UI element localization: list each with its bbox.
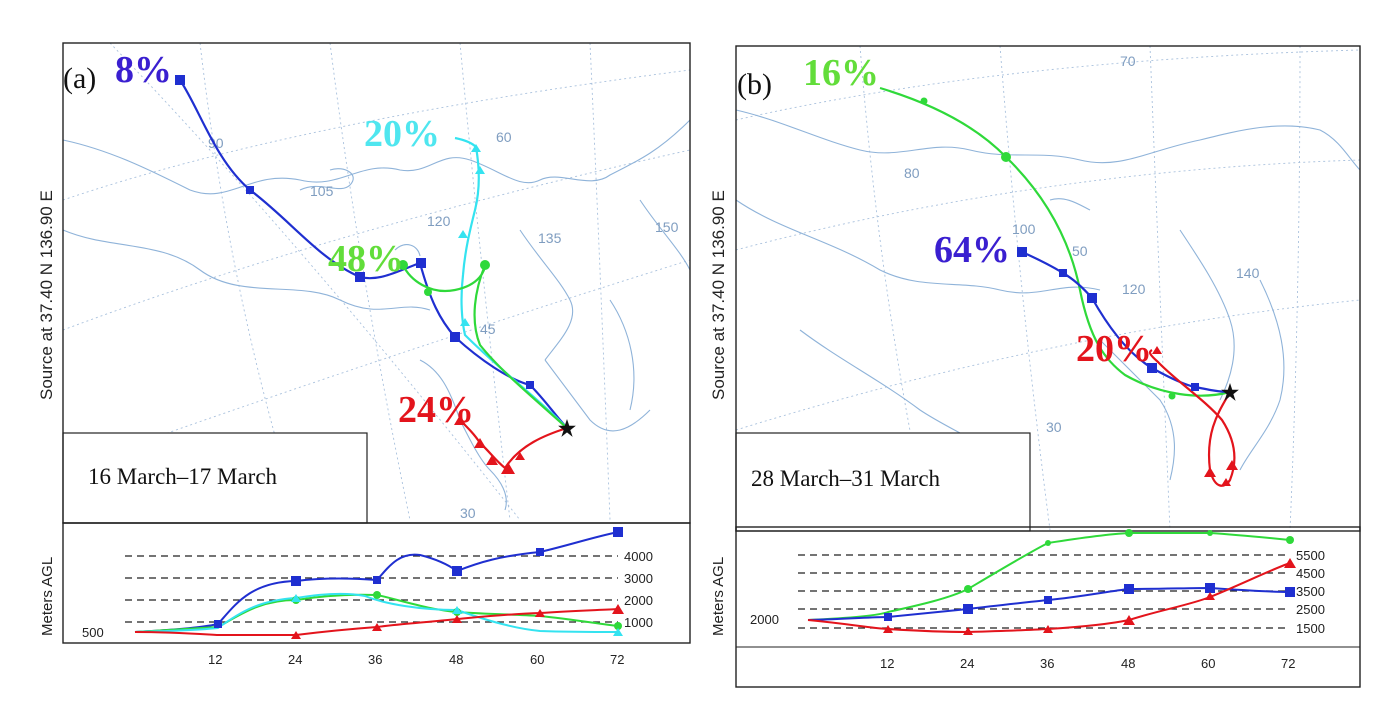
- time-tick: 24: [960, 656, 974, 671]
- height-tick: 3500: [1296, 584, 1325, 599]
- height-axis-label: Meters AGL: [710, 557, 727, 636]
- source-star-icon: [558, 419, 576, 437]
- panel-a-side-label: Source at 37.40 N 136.90 E: [37, 190, 56, 400]
- time-tick: 36: [368, 652, 382, 667]
- grid-label: 60: [496, 129, 512, 145]
- panel-b: Source at 37.40 N 136.90 E 70 80 100: [709, 45, 1361, 688]
- panel-b-date-range: 28 March–31 March: [751, 466, 941, 491]
- height-tick: 4500: [1296, 566, 1325, 581]
- panel-a: Source at 37.40 N 136.90 E: [37, 42, 691, 667]
- height-tick: 5500: [1296, 548, 1325, 563]
- height-base-label: 2000: [750, 612, 779, 627]
- panel-a-label: (a): [63, 62, 96, 95]
- grid-label: 50: [1072, 243, 1088, 259]
- panel-b-map: 70 80 100 50 120 140 30 16% 64%: [735, 45, 1361, 532]
- height-tick: 4000: [624, 549, 653, 564]
- source-star-icon: [1221, 383, 1239, 401]
- height-tick: 1000: [624, 615, 653, 630]
- height-base-label: 500: [82, 625, 104, 640]
- panel-b-label: (b): [737, 68, 772, 101]
- grid-label: 45: [480, 321, 496, 337]
- height-tick: 2500: [1296, 602, 1325, 617]
- height-axis-label: Meters AGL: [39, 557, 56, 636]
- time-tick: 12: [880, 656, 894, 671]
- panel-a-map: 90 105 120 135 150 60 45 30: [62, 42, 691, 524]
- time-tick: 72: [1281, 656, 1295, 671]
- grid-label: 140: [1236, 265, 1260, 281]
- panel-a-height-profile: 4000 3000 2000 1000 500 Meters AGL 12 24…: [39, 522, 691, 667]
- trajectory-blue: [179, 79, 568, 429]
- panel-b-height-profile: 5500 4500 3500 2500 1500 2000 Meters AGL…: [710, 526, 1361, 688]
- grid-label: 80: [904, 165, 920, 181]
- time-tick: 36: [1040, 656, 1054, 671]
- height-tick: 2000: [624, 593, 653, 608]
- percent-label-red: 20%: [1076, 328, 1152, 370]
- trajectory-red: [1148, 349, 1236, 487]
- time-tick: 12: [208, 652, 222, 667]
- grid-label: 120: [427, 213, 451, 229]
- grid-label: 30: [460, 505, 476, 521]
- panel-b-side-label: Source at 37.40 N 136.90 E: [709, 190, 728, 400]
- grid-label: 105: [310, 183, 334, 199]
- height-tick: 1500: [1296, 621, 1325, 636]
- time-tick: 24: [288, 652, 302, 667]
- grid-label: 70: [1120, 53, 1136, 69]
- grid-label: 100: [1012, 221, 1036, 237]
- panel-a-date-range: 16 March–17 March: [88, 464, 278, 489]
- trajectory-green: [879, 86, 1231, 397]
- trajectory-red: [459, 419, 568, 470]
- height-tick: 3000: [624, 571, 653, 586]
- percent-label-blue: 64%: [934, 229, 1010, 271]
- percent-label-cyan: 20%: [364, 113, 440, 155]
- grid-label: 30: [1046, 419, 1062, 435]
- time-tick: 48: [449, 652, 463, 667]
- trajectory-green: [402, 264, 568, 429]
- percent-label-blue: 8%: [115, 49, 172, 91]
- time-tick: 60: [1201, 656, 1215, 671]
- time-tick: 72: [610, 652, 624, 667]
- grid-label: 135: [538, 230, 562, 246]
- grid-label: 120: [1122, 281, 1146, 297]
- time-tick: 48: [1121, 656, 1135, 671]
- grid-label: 150: [655, 219, 679, 235]
- percent-label-green: 48%: [328, 238, 404, 280]
- percent-label-red: 24%: [398, 389, 474, 431]
- percent-label-green: 16%: [803, 52, 879, 94]
- time-tick: 60: [530, 652, 544, 667]
